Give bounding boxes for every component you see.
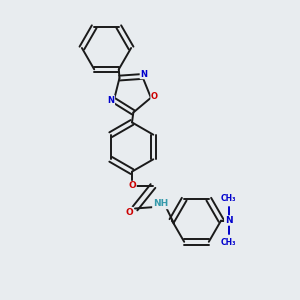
Text: N: N — [107, 96, 114, 105]
Text: CH₃: CH₃ — [221, 238, 236, 247]
Text: CH₃: CH₃ — [221, 194, 236, 203]
Text: N: N — [140, 70, 147, 79]
Text: NH: NH — [153, 200, 168, 208]
Text: N: N — [225, 216, 232, 225]
Text: O: O — [125, 208, 133, 217]
Text: O: O — [151, 92, 158, 101]
Text: O: O — [128, 182, 136, 190]
